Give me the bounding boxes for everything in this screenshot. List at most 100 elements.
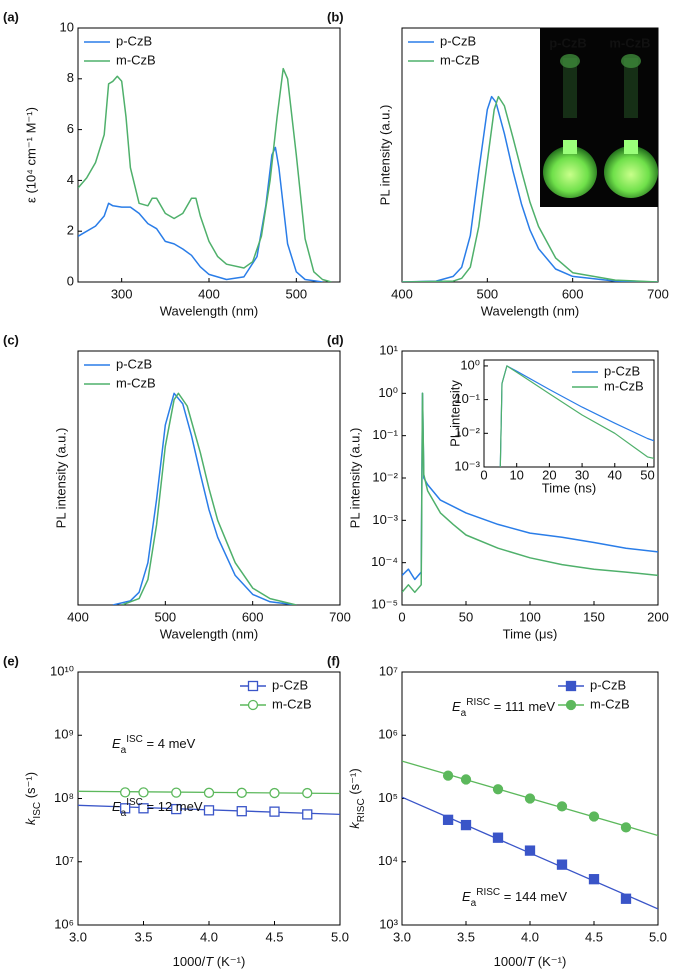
panel-label: (a) xyxy=(3,9,19,24)
legend-label: m-CzB xyxy=(440,52,480,67)
axes-frame xyxy=(483,359,655,468)
text-part: (K⁻¹) xyxy=(534,954,566,969)
y-tick-label: 10⁶ xyxy=(54,916,74,931)
legend-label: p-CzB xyxy=(590,677,626,692)
x-axis-label: Wavelength (nm) xyxy=(481,303,580,318)
text-part: k xyxy=(23,817,38,825)
y-axis-label: PL intensity xyxy=(447,380,462,447)
y-axis-label: PL intensity (a.u.) xyxy=(53,428,68,529)
marker xyxy=(269,806,280,817)
y-tick-label: 10⁻³ xyxy=(454,458,480,473)
x-tick-label: 200 xyxy=(647,609,669,624)
marker xyxy=(588,811,600,822)
x-tick-label: 700 xyxy=(647,286,669,301)
marker xyxy=(588,874,600,885)
axes-frame xyxy=(77,27,341,283)
x-tick-label: 20 xyxy=(542,467,556,482)
marker xyxy=(442,770,454,781)
x-tick-label: 100 xyxy=(519,609,541,624)
marker xyxy=(556,801,568,812)
annotation: EaRISC = 111 meV xyxy=(452,697,555,719)
y-tick-label: 10⁻³ xyxy=(372,512,398,527)
plot-background xyxy=(78,351,340,605)
plot-area xyxy=(112,392,297,605)
y-tick-label: 10⁰ xyxy=(378,385,398,400)
x-tick-label: 500 xyxy=(285,286,307,301)
marker xyxy=(247,680,259,692)
x-axis-label: 1000/T (K⁻¹) xyxy=(173,954,246,969)
data-line xyxy=(402,95,658,282)
marker xyxy=(171,787,182,798)
plot-area xyxy=(402,95,658,282)
y-axis-label: PL intensity (a.u.) xyxy=(377,105,392,206)
legend-label: p-CzB xyxy=(440,33,476,48)
text-part: E xyxy=(112,799,121,814)
x-tick-label: 400 xyxy=(198,286,220,301)
marker xyxy=(556,859,568,870)
x-tick-label: 0 xyxy=(480,467,487,482)
axes-frame xyxy=(77,350,341,606)
y-tick-label: 10⁻⁴ xyxy=(371,554,398,569)
x-tick-label: 600 xyxy=(242,609,264,624)
x-tick-label: 400 xyxy=(391,286,413,301)
text-part: a xyxy=(121,745,127,756)
marker xyxy=(524,845,536,856)
text-part: T xyxy=(526,954,535,969)
text-part: = 111 meV xyxy=(490,699,555,714)
marker xyxy=(203,805,215,816)
annotation: EaISC = 12 meV xyxy=(112,797,203,819)
y-tick-label: 10⁻⁵ xyxy=(371,596,398,611)
annotation: EaISC = 4 meV xyxy=(112,734,196,756)
x-tick-label: 4.0 xyxy=(200,929,218,944)
plot-area xyxy=(78,787,340,820)
y-tick-label: 10⁷ xyxy=(379,663,398,678)
x-axis-label: Wavelength (nm) xyxy=(160,626,259,641)
text-part: ISC xyxy=(126,734,143,745)
x-tick-label: 300 xyxy=(111,286,133,301)
y-tick-label: 10⁻¹ xyxy=(454,391,480,406)
y-axis-label: PL intensity (a.u.) xyxy=(347,428,362,529)
y-tick-label: 2 xyxy=(67,223,74,238)
legend-label: m-CzB xyxy=(604,378,644,393)
text-part: RISC xyxy=(466,697,490,708)
marker xyxy=(269,787,280,799)
x-tick-label: 600 xyxy=(562,286,584,301)
legend-label: p-CzB xyxy=(116,33,152,48)
x-tick-label: 3.0 xyxy=(393,929,411,944)
y-tick-label: 10⁵ xyxy=(378,790,398,805)
panel: 0 10 20 30 40 50 10⁻³ 10⁻² 10⁻¹ 10⁰ xyxy=(454,357,654,482)
x-tick-label: 400 xyxy=(67,609,89,624)
panel-label: (d) xyxy=(327,332,344,347)
panel: 400 500 600 700 xyxy=(67,350,351,624)
text-part: a xyxy=(461,708,467,719)
x-tick-label: 5.0 xyxy=(649,929,667,944)
x-tick-label: 700 xyxy=(329,609,351,624)
marker xyxy=(120,787,131,798)
y-tick-label: 10⁰ xyxy=(460,357,480,372)
marker xyxy=(138,787,149,798)
text-part: a xyxy=(471,898,477,909)
y-tick-label: 10⁶ xyxy=(378,727,398,742)
legend-label: p-CzB xyxy=(116,356,152,371)
plot-area xyxy=(402,760,658,910)
marker xyxy=(460,819,472,831)
marker xyxy=(460,774,472,785)
plot-background xyxy=(78,672,340,925)
legend-label: p-CzB xyxy=(272,677,308,692)
text-part: 1000/ xyxy=(173,954,206,969)
marker xyxy=(565,680,577,692)
y-tick-label: 10¹ xyxy=(379,342,398,357)
y-tick-label: 10 xyxy=(60,19,74,34)
text-part: = 4 meV xyxy=(143,736,196,751)
y-tick-label: 4 xyxy=(67,172,74,187)
y-axis-label: ε (10⁴ cm⁻¹ M⁻¹) xyxy=(23,107,38,203)
data-line xyxy=(402,95,658,282)
panel: 3.0 3.5 4.0 4.5 5.0 10⁶ 10⁷ 10⁸ 10⁹ 10¹⁰ xyxy=(50,663,349,944)
x-tick-label: 10 xyxy=(509,467,523,482)
marker xyxy=(442,814,454,825)
marker xyxy=(620,822,632,833)
x-axis-label: 1000/T (K⁻¹) xyxy=(494,954,567,969)
x-tick-label: 4.5 xyxy=(585,929,603,944)
plot-area xyxy=(402,392,658,594)
data-line xyxy=(112,392,297,605)
